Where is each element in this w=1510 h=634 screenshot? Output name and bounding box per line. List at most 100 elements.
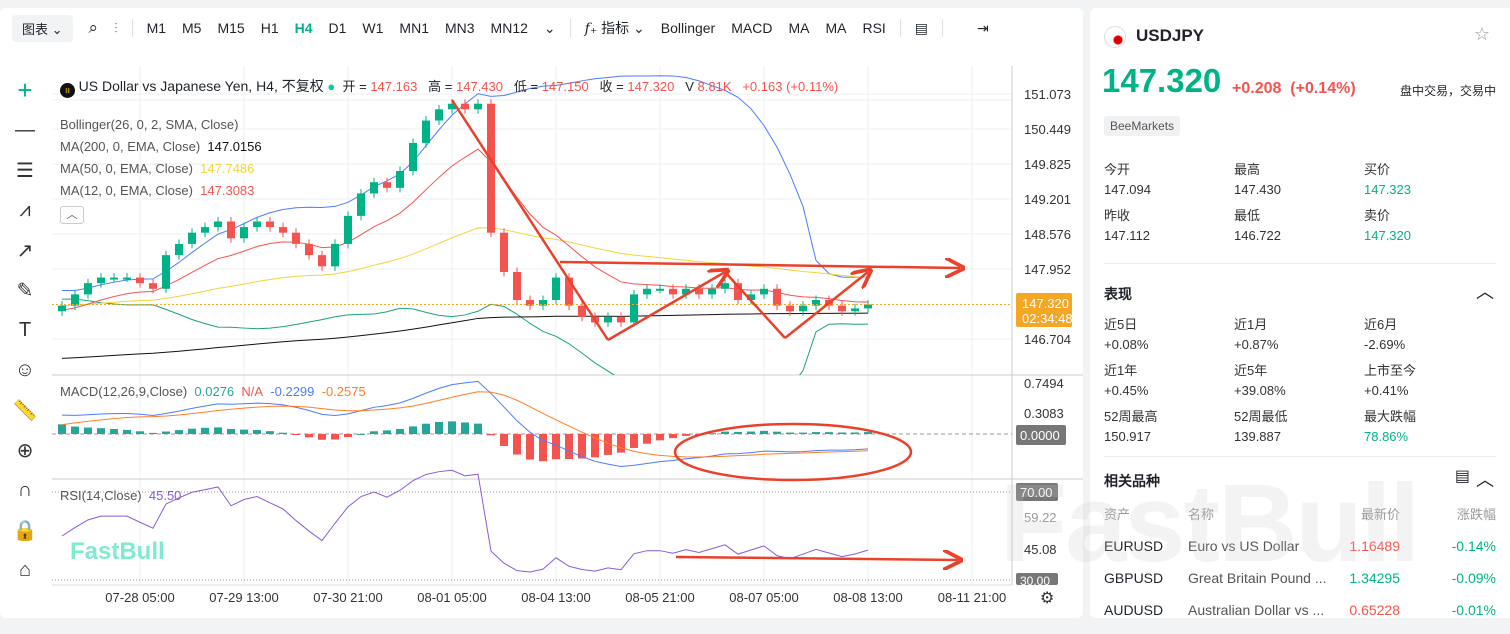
related-price: 1.34295: [1349, 570, 1400, 586]
ma200-legend[interactable]: MA(200, 0, EMA, Close) 147.0156: [60, 136, 262, 158]
interval-h1[interactable]: H1: [260, 20, 279, 36]
interval-mn12[interactable]: MN12: [490, 20, 528, 36]
emoji-icon[interactable]: ☺: [14, 358, 36, 381]
candle: [526, 295, 534, 311]
performance-value: +39.08%: [1234, 383, 1286, 398]
stat-value: 146.722: [1234, 228, 1281, 243]
interval-w1[interactable]: W1: [362, 20, 384, 36]
settings-gear-icon[interactable]: ⚙: [1040, 590, 1054, 607]
time-tick-label: 08-01 05:00: [417, 590, 486, 605]
related-name: Great Britain Pound ...: [1188, 570, 1327, 586]
related-price: 1.16489: [1349, 538, 1400, 554]
bollinger-legend[interactable]: Bollinger(26, 0, 2, SMA, Close): [60, 117, 239, 132]
fastbull-logo: FastBull: [70, 538, 165, 565]
candle: [708, 284, 716, 299]
related-change: -0.01%: [1451, 602, 1496, 618]
stat-label: 卖价: [1364, 208, 1391, 223]
stat-label: 最高: [1234, 162, 1261, 177]
horizontal-lines-icon[interactable]: ☰: [16, 159, 34, 182]
interval-h4[interactable]: H4: [294, 20, 313, 36]
macd-histogram-bar: [175, 430, 183, 434]
zoom-in-icon[interactable]: ⊕: [16, 439, 34, 462]
macd-histogram-bar: [201, 427, 209, 434]
time-tick-label: 08-05 21:00: [625, 590, 694, 605]
ma50-legend[interactable]: MA(50, 0, EMA, Close) 147.7486: [60, 158, 262, 180]
price-tick-label: 149.201: [1024, 192, 1071, 207]
related-row[interactable]: EURUSD Euro vs US Dollar 1.16489 -0.14%: [1104, 538, 1496, 570]
trash-icon[interactable]: ⌂: [18, 558, 32, 581]
brush-icon[interactable]: ✎: [16, 279, 34, 302]
performance-label: 近1月: [1234, 317, 1268, 332]
candle: [240, 222, 248, 243]
list-view-icon[interactable]: ▤: [1454, 468, 1470, 485]
stat-item: 最高 147.430: [1234, 160, 1281, 200]
chart-legend: ıı US Dollar vs Japanese Yen, H4, 不复权 ● …: [60, 76, 838, 98]
search-icon[interactable]: ⌕: [88, 18, 99, 37]
related-row[interactable]: GBPUSD Great Britain Pound ... 1.34295 -0.0…: [1104, 570, 1496, 602]
interval-more-chevron-icon[interactable]: ⌄: [543, 19, 556, 36]
divider: [131, 19, 133, 37]
collapse-performance-icon[interactable]: ︿: [1476, 282, 1494, 302]
candle: [97, 273, 105, 288]
macd-line-value: -0.2299: [270, 384, 315, 399]
candle: [643, 284, 651, 299]
time-tick-label: 07-28 05:00: [105, 590, 174, 605]
indicator-shortcut-macd[interactable]: MACD: [731, 20, 773, 36]
collapse-legend-button[interactable]: ︿: [60, 206, 84, 224]
macd-histogram-bar: [474, 423, 482, 434]
candle-body: [695, 288, 703, 295]
ma12-legend[interactable]: MA(12, 0, EMA, Close) 147.3083: [60, 180, 262, 202]
interval-mn1[interactable]: MN1: [399, 20, 429, 36]
candle: [58, 301, 66, 316]
candle: [149, 278, 157, 294]
magnet-icon[interactable]: ∩: [17, 478, 33, 501]
candle-body: [643, 288, 651, 295]
performance-label: 近6月: [1364, 317, 1398, 332]
related-row[interactable]: AUDUSD Australian Dollar vs ... 0.65228 -0.…: [1104, 602, 1496, 634]
interval-m5[interactable]: M5: [182, 20, 202, 36]
candle: [253, 216, 261, 232]
collapse-related-icon[interactable]: ︿: [1476, 470, 1494, 490]
interval-d1[interactable]: D1: [328, 20, 347, 36]
stat-value: 147.320: [1364, 228, 1411, 243]
price-chart[interactable]: 151.073 150.449 149.825 149.201 148.576 147.9…: [0, 0, 1083, 618]
candlestick-icon[interactable]: ⫶: [114, 19, 118, 36]
text-tool-icon[interactable]: T: [18, 318, 32, 341]
interval-m1[interactable]: M1: [146, 20, 167, 36]
candle-body: [162, 255, 170, 289]
crosshair-icon[interactable]: +: [17, 74, 33, 105]
indicator-shortcut-bollinger[interactable]: Bollinger: [660, 20, 716, 36]
candle-body: [331, 243, 339, 267]
annotation-arrow: [607, 272, 725, 342]
change-value: +0.163 (+0.11%): [742, 79, 839, 94]
related-title: 相关品种: [1104, 473, 1160, 489]
candle-body: [669, 288, 677, 295]
ruler-icon[interactable]: 📏: [12, 399, 38, 422]
indicators-button[interactable]: f₊ 指标 ⌄: [584, 20, 645, 37]
line-tool-icon[interactable]: —: [15, 118, 35, 141]
rsi-30-label: 30.00: [1020, 574, 1050, 588]
layout-icon[interactable]: ▤: [914, 19, 929, 36]
broker-badge[interactable]: BeeMarkets: [1104, 116, 1181, 136]
macd-histogram-bar: [773, 431, 781, 434]
candle: [201, 222, 209, 238]
candle: [370, 177, 378, 198]
pattern-icon[interactable]: ⩘: [19, 198, 31, 221]
expand-icon[interactable]: ⇥: [977, 19, 989, 36]
fib-icon[interactable]: ↗: [16, 239, 34, 262]
price-tick-label: 146.704: [1024, 332, 1071, 347]
favorite-star-icon[interactable]: ☆: [1473, 24, 1490, 44]
candle-body: [383, 182, 391, 188]
lock-icon[interactable]: 🔒: [12, 519, 38, 542]
indicator-shortcut-rsi[interactable]: RSI: [862, 20, 886, 36]
performance-value: +0.08%: [1104, 337, 1149, 352]
macd-histogram-bar: [851, 432, 859, 434]
chart-type-select[interactable]: 图表 ⌄: [12, 14, 73, 42]
interval-m15[interactable]: M15: [217, 20, 245, 36]
high-label: 高 =: [428, 79, 453, 94]
low-value: 147.150: [541, 79, 589, 94]
indicator-shortcut-ma[interactable]: MA: [825, 20, 847, 36]
candle: [357, 188, 365, 221]
interval-mn3[interactable]: MN3: [444, 20, 475, 36]
indicator-shortcut-ma[interactable]: MA: [788, 20, 810, 36]
